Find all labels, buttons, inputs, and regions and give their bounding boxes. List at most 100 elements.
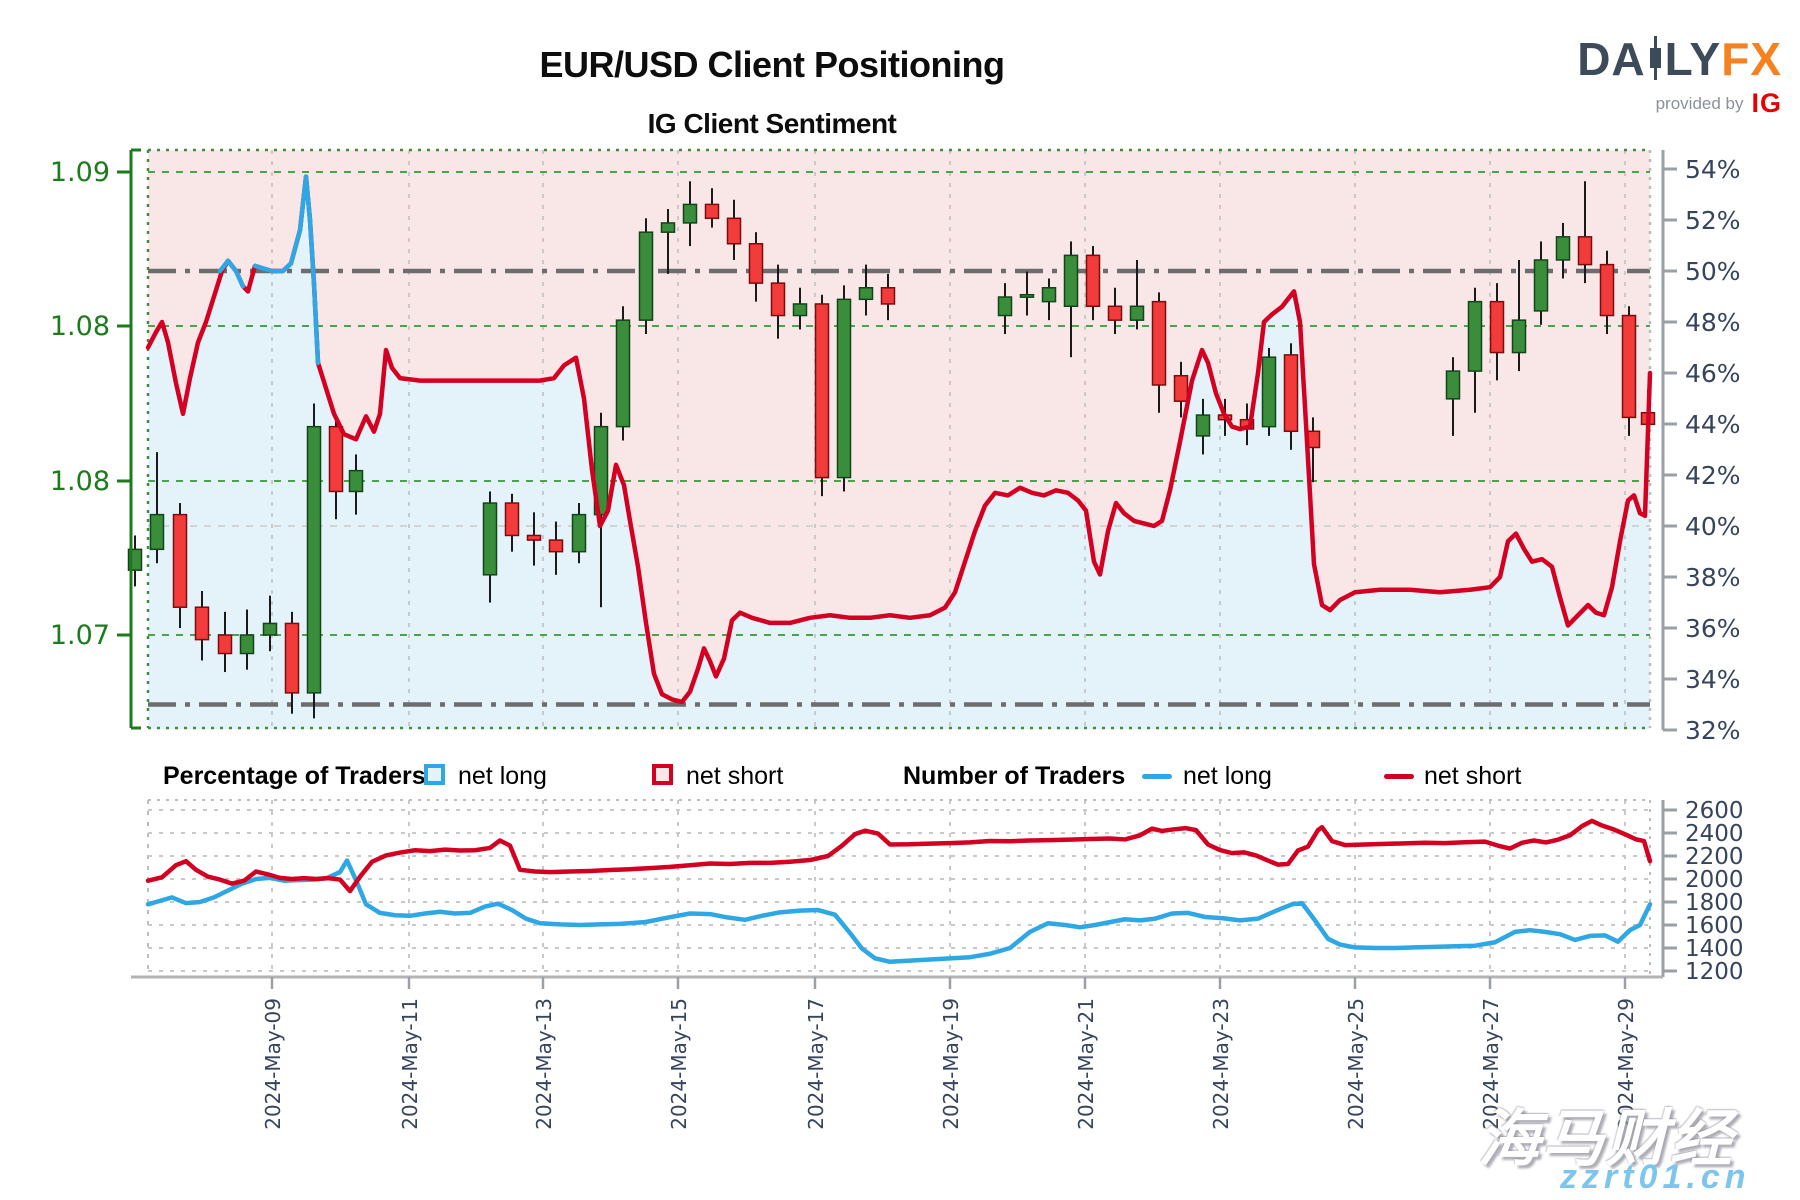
candle-up <box>1555 236 1571 261</box>
date-tick-label: 2024-May-09 <box>261 998 285 1130</box>
candle-up <box>593 425 609 516</box>
candle-down <box>284 622 300 694</box>
candle-down <box>1599 263 1615 317</box>
watermark-url: zzrt01.cn <box>1560 1158 1751 1196</box>
candle-down <box>748 243 764 284</box>
candle-up <box>1129 305 1145 321</box>
candle-up <box>997 296 1013 317</box>
date-tick-label: 2024-May-29 <box>1614 998 1638 1130</box>
pct-tick-label: 46% <box>1685 359 1741 388</box>
candle-down <box>814 303 830 479</box>
candle-up <box>792 303 808 317</box>
sentiment-net-long-line <box>217 258 246 289</box>
count-tick-label: 1400 <box>1685 936 1744 962</box>
candle-down <box>548 539 564 553</box>
candle-up <box>1511 319 1527 354</box>
count-tick-label: 2000 <box>1685 867 1744 893</box>
candle-up <box>660 222 676 233</box>
candle-up <box>858 287 874 301</box>
date-tick-label: 2024-May-13 <box>532 998 556 1130</box>
pct-tick-label: 32% <box>1685 716 1741 745</box>
candle-down <box>1085 254 1101 308</box>
candle-down <box>1107 305 1123 321</box>
count-tick-label: 1800 <box>1685 890 1744 916</box>
logo-text-ly: LY <box>1664 33 1722 85</box>
pct-tick-label: 50% <box>1685 257 1741 286</box>
candle-up <box>1019 293 1035 298</box>
net-short-line-swatch <box>1384 774 1414 779</box>
candle-down <box>704 203 720 220</box>
logo-text-da: DA <box>1577 33 1646 85</box>
candle-up <box>262 622 278 636</box>
candle-down <box>1283 354 1299 433</box>
date-tick-label: 2024-May-11 <box>398 998 422 1130</box>
candle-down <box>726 217 742 245</box>
count-tick-label: 1200 <box>1685 959 1744 985</box>
pct-tick-label: 36% <box>1685 614 1741 643</box>
date-tick-label: 2024-May-27 <box>1479 998 1503 1130</box>
candle-up <box>615 319 631 428</box>
dailyfx-logo: DA LY FX provided by IG <box>1577 36 1782 119</box>
candle-down <box>526 534 542 541</box>
candle-down <box>1489 300 1505 354</box>
candle-up <box>1063 254 1079 308</box>
pct-tick-label: 52% <box>1685 206 1741 235</box>
candle-up <box>1261 356 1277 428</box>
pct-tick-label: 40% <box>1685 512 1741 541</box>
date-tick-label: 2024-May-25 <box>1344 998 1368 1130</box>
sentiment-net-long-line <box>252 174 321 366</box>
net-long-box-swatch <box>424 764 445 785</box>
net-short-box-swatch <box>652 764 673 785</box>
legend-num-net-short-label: net short <box>1424 762 1522 790</box>
net-long-line-swatch <box>1142 774 1172 779</box>
provided-by-text: provided by <box>1655 93 1744 113</box>
legend-percentage-of-traders-label: Percentage of Traders <box>163 762 426 790</box>
ig-logo: IG <box>1751 88 1782 118</box>
candle-down <box>328 425 344 493</box>
count-tick-label: 2400 <box>1685 821 1744 847</box>
candle-up <box>1445 370 1461 400</box>
candle-down <box>1173 374 1189 402</box>
candle-down <box>1621 314 1637 419</box>
candle-up <box>482 502 498 576</box>
pct-tick-label: 42% <box>1685 461 1741 490</box>
candle-down <box>194 606 210 641</box>
candle-down <box>1577 236 1593 266</box>
pct-tick-label: 38% <box>1685 563 1741 592</box>
count-tick-label: 2600 <box>1685 798 1744 824</box>
candle-up <box>239 634 255 655</box>
legend-pct-net-short-label: net short <box>686 762 784 790</box>
pct-tick-label: 44% <box>1685 410 1741 439</box>
logo-text-fx: FX <box>1721 33 1782 85</box>
pct-tick-label: 48% <box>1685 308 1741 337</box>
price-tick-label: 1.08 <box>50 466 110 497</box>
watermark-text: 海马财经 <box>1478 1105 1735 1174</box>
price-tick-label: 1.07 <box>50 620 110 651</box>
candle-up <box>571 513 587 553</box>
candle-down <box>172 513 188 608</box>
dailyfx-wordmark: DA LY FX <box>1577 36 1782 82</box>
logo-provided-by: provided by IG <box>1577 88 1782 119</box>
candle-up <box>1041 287 1057 303</box>
legend-pct-net-long-label: net long <box>458 762 547 790</box>
legend-number-of-traders-label: Number of Traders <box>903 762 1126 790</box>
date-tick-label: 2024-May-21 <box>1074 998 1098 1130</box>
price-tick-label: 1.08 <box>50 311 110 342</box>
candle-up <box>306 425 322 694</box>
candle-up <box>1195 414 1211 437</box>
chart-subtitle: IG Client Sentiment <box>647 108 897 139</box>
date-tick-label: 2024-May-19 <box>939 998 963 1130</box>
candle-down <box>217 634 233 655</box>
candle-up <box>836 298 852 479</box>
count-tick-label: 1600 <box>1685 913 1744 939</box>
legend-num-net-long-label: net long <box>1183 762 1272 790</box>
candle-down <box>770 282 786 317</box>
count-tick-label: 2200 <box>1685 844 1744 870</box>
candle-up <box>149 513 165 551</box>
candle-up <box>1533 259 1549 312</box>
candle-up <box>638 231 654 321</box>
traders-net-long-line <box>145 858 1653 965</box>
candle-down <box>1151 300 1167 386</box>
